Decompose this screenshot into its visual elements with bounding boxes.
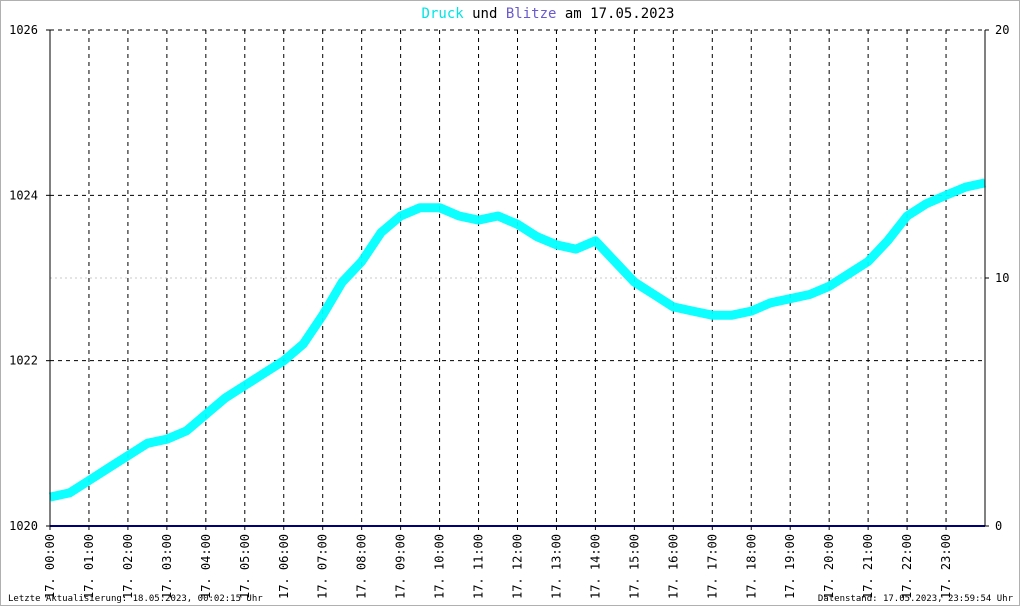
series-druck-line <box>49 178 986 502</box>
x-tick-label: 17. 16:00 <box>666 534 680 599</box>
x-tick-label: 17. 06:00 <box>277 534 291 599</box>
x-tick-label: 17. 09:00 <box>394 534 408 599</box>
x-tick-label: 17. 14:00 <box>588 534 602 599</box>
x-tick-label: 17. 10:00 <box>433 534 447 599</box>
x-tick-label: 17. 20:00 <box>822 534 836 599</box>
x-tick-label: 17. 00:00 <box>43 534 57 599</box>
title-und: und <box>464 6 506 22</box>
last-update-text: Letzte Aktualisierung: 18.05.2023, 00:02… <box>8 594 263 604</box>
x-tick-label: 17. 11:00 <box>472 534 486 599</box>
y-left-tick-label: 1024 <box>9 188 38 202</box>
title-blitze: Blitze <box>506 6 557 22</box>
x-tick-label: 17. 03:00 <box>160 534 174 599</box>
x-tick-label: 17. 23:00 <box>939 534 953 599</box>
y-right-tick-label: 10 <box>995 271 1009 285</box>
y-left-tick-label: 1022 <box>9 354 38 368</box>
x-tick-label: 17. 19:00 <box>783 534 797 599</box>
title-druck: Druck <box>422 6 465 22</box>
y-right-tick-label: 20 <box>995 23 1009 37</box>
title-date: am 17.05.2023 <box>556 6 674 22</box>
x-tick-label: 17. 12:00 <box>511 534 525 599</box>
x-tick-label: 17. 02:00 <box>121 534 135 599</box>
chart-title: Druck und Blitze am 17.05.2023 <box>422 6 675 22</box>
x-tick-label: 17. 17:00 <box>705 534 719 599</box>
grid <box>50 30 985 526</box>
y-left-tick-label: 1020 <box>9 519 38 533</box>
x-tick-label: 17. 07:00 <box>316 534 330 599</box>
x-tick-label: 17. 08:00 <box>355 534 369 599</box>
x-tick-label: 17. 04:00 <box>199 534 213 599</box>
data-status-text: Datenstand: 17.05.2023, 23:59:54 Uhr <box>818 594 1014 604</box>
x-tick-label: 17. 13:00 <box>549 534 563 599</box>
x-tick-label: 17. 15:00 <box>627 534 641 599</box>
x-tick-label: 17. 21:00 <box>861 534 875 599</box>
x-tick-label: 17. 05:00 <box>238 534 252 599</box>
y-left-tick-label: 1026 <box>9 23 38 37</box>
x-tick-label: 17. 18:00 <box>744 534 758 599</box>
x-tick-label: 17. 01:00 <box>82 534 96 599</box>
y-right-tick-label: 0 <box>995 519 1002 533</box>
x-tick-label: 17. 22:00 <box>900 534 914 599</box>
